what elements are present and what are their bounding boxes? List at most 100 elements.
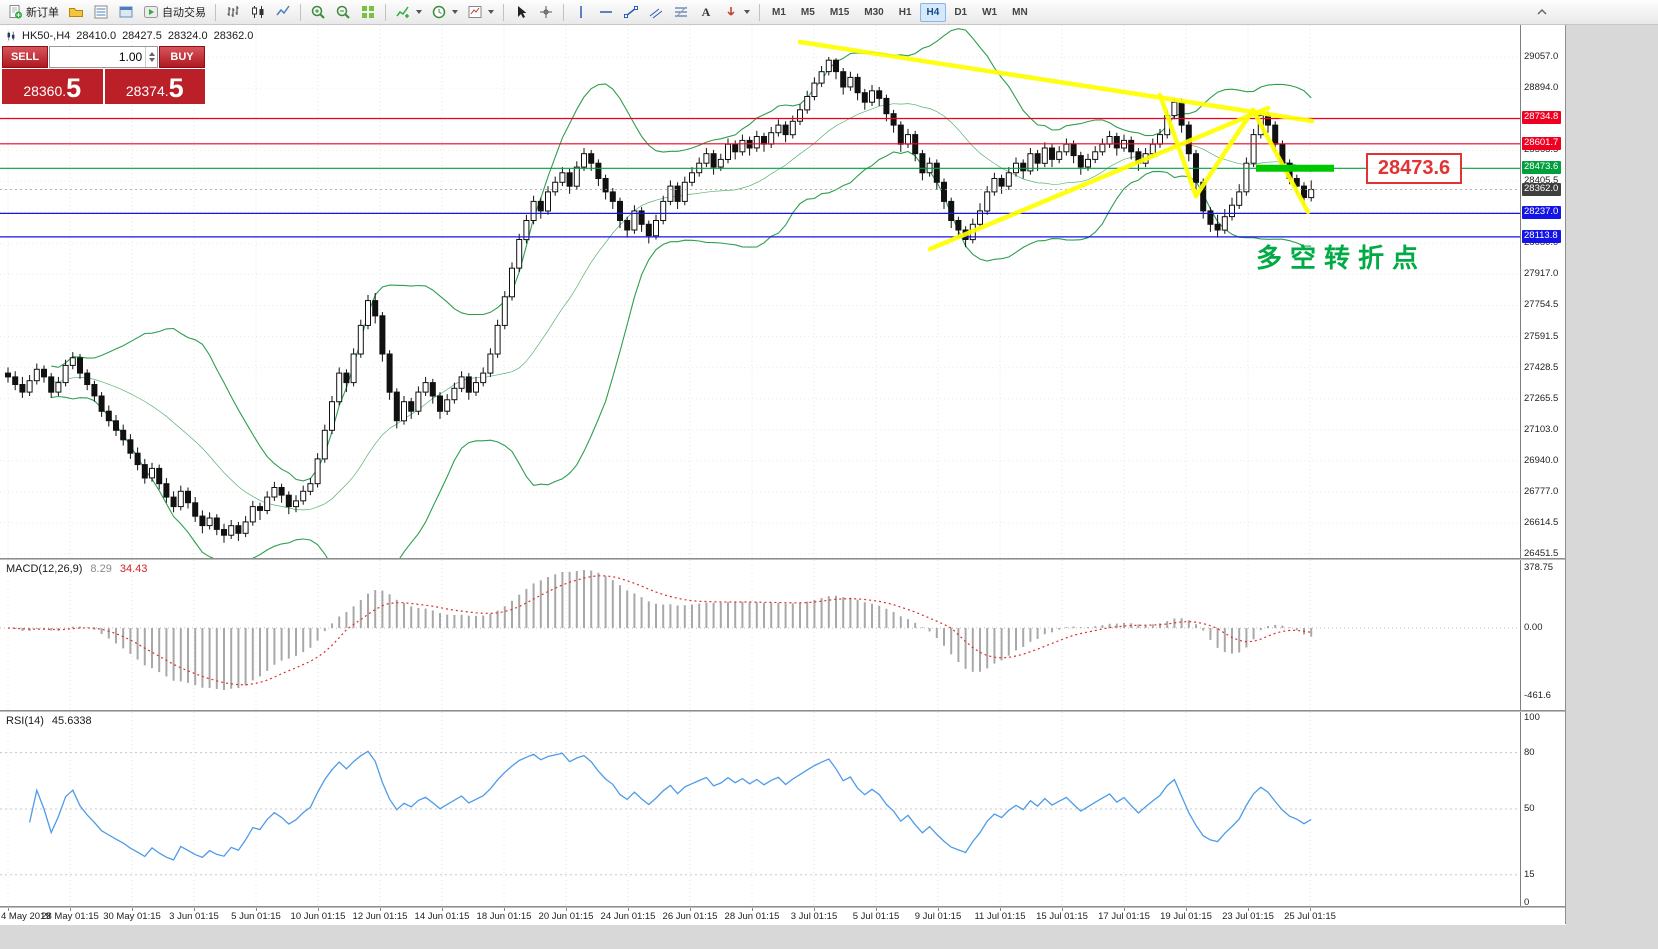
volume-up-icon[interactable] — [148, 52, 155, 56]
window-icon — [118, 4, 134, 20]
buy-button[interactable]: BUY — [159, 46, 205, 68]
yellow-trendline[interactable] — [797, 39, 1315, 124]
main-chart-canvas[interactable] — [0, 25, 1520, 558]
horizontal-line-button[interactable] — [594, 1, 618, 24]
volume-input[interactable] — [50, 47, 146, 67]
data-window-button[interactable] — [114, 1, 138, 24]
bar-chart-button[interactable] — [221, 1, 245, 24]
indicators-button[interactable] — [391, 1, 426, 24]
toolbar-separator — [215, 3, 216, 21]
rsi-value: 45.6338 — [51, 715, 92, 727]
tile-windows-button[interactable] — [356, 1, 380, 24]
yellow-trendline[interactable] — [1250, 107, 1311, 215]
time-tick — [938, 908, 939, 911]
timeframe-m15-button[interactable]: M15 — [829, 6, 850, 18]
arrows-button[interactable] — [719, 1, 754, 24]
cursor-button[interactable] — [509, 1, 533, 24]
price-axis-label: 28894.0 — [1524, 82, 1559, 94]
price-axis-label: 27591.5 — [1524, 330, 1559, 342]
panel-separator[interactable] — [0, 906, 1565, 908]
sell-price-big-digit: 5 — [66, 73, 82, 103]
timeframe-m5-button[interactable]: M5 — [800, 6, 815, 18]
time-axis-label: 4 May 2019 — [1, 911, 51, 922]
macd-canvas[interactable] — [0, 560, 1520, 710]
time-tick — [566, 908, 567, 911]
price-axis-label: 29057.0 — [1524, 51, 1559, 62]
volume-spin-buttons[interactable] — [145, 47, 157, 67]
panel-separator[interactable] — [0, 710, 1565, 712]
tline-icon — [623, 4, 639, 20]
timeframe-mn-button[interactable]: MN — [1012, 6, 1028, 18]
time-axis-label: 9 Jul 01:15 — [914, 911, 962, 922]
buy-price-big-digit: 5 — [168, 73, 184, 103]
buy-price[interactable]: 28374. 5 — [104, 69, 205, 104]
sell-price[interactable]: 28360. 5 — [2, 69, 103, 104]
price-axis[interactable]: 29057.028894.028731.528568.528405.528243… — [1520, 25, 1564, 559]
chevron-up-icon — [1534, 4, 1550, 20]
panel-separator[interactable] — [0, 558, 1565, 560]
time-axis-label: 17 Jul 01:15 — [1098, 911, 1150, 922]
timeframe-h4-button[interactable]: H4 — [919, 2, 947, 22]
yellow-trendline[interactable] — [1157, 92, 1199, 199]
sell-price-main: 28360. — [23, 83, 67, 99]
time-tick — [1248, 908, 1249, 911]
timeframe-w1-button[interactable]: W1 — [982, 6, 998, 18]
timeframe-m1-button[interactable]: M1 — [772, 6, 786, 18]
ohlc-close: 28362.0 — [213, 30, 254, 42]
templates-button[interactable] — [463, 1, 498, 24]
sell-button[interactable]: SELL — [2, 46, 48, 68]
timeframe-d1-button[interactable]: D1 — [954, 6, 968, 18]
time-tick — [814, 908, 815, 911]
toolbar-collapse-button[interactable] — [1530, 1, 1554, 24]
zoom-in-button[interactable] — [306, 1, 330, 24]
vertical-line-button[interactable] — [569, 1, 593, 24]
yellow-trendline[interactable] — [1193, 107, 1256, 199]
line-chart-button[interactable] — [271, 1, 295, 24]
market-watch-button[interactable] — [89, 1, 113, 24]
rsi-scale-label: 0 — [1524, 897, 1530, 908]
text-button[interactable]: A — [694, 1, 718, 24]
time-tick — [380, 908, 381, 911]
time-tick — [876, 908, 877, 911]
time-tick — [194, 908, 195, 911]
text-a-icon: A — [698, 4, 714, 20]
profiles-button[interactable] — [64, 1, 88, 24]
svg-text:A: A — [702, 5, 711, 19]
workspace-background — [1566, 25, 1658, 949]
crosshair-button[interactable] — [534, 1, 558, 24]
price-line-label: 28237.0 — [1522, 206, 1562, 220]
candlestick-chart-button[interactable] — [246, 1, 270, 24]
new-order-button[interactable]: 新订单 — [3, 1, 63, 24]
timeframe-h1-button[interactable]: H1 — [898, 6, 912, 18]
trendline-button[interactable] — [619, 1, 643, 24]
price-callout: 28473.6 — [1366, 153, 1462, 184]
zoom-out-button[interactable] — [331, 1, 355, 24]
rsi-name: RSI(14) — [6, 715, 44, 727]
volume-stepper[interactable] — [49, 46, 158, 68]
yellow-trendline[interactable] — [927, 105, 1271, 252]
doc-plus-icon — [7, 4, 23, 20]
time-axis-label: 12 Jun 01:15 — [352, 911, 408, 922]
price-axis-label: 26614.5 — [1524, 516, 1559, 528]
periods-button[interactable] — [427, 1, 462, 24]
price-line-label: 28601.7 — [1522, 136, 1562, 150]
timeframe-m30-button[interactable]: M30 — [864, 6, 884, 18]
time-axis[interactable]: 4 May 2019 28 May 01:15 30 May 01:15 3 Jun … — [0, 908, 1565, 924]
time-axis-label: 5 Jun 01:15 — [231, 911, 281, 922]
volume-down-icon[interactable] — [148, 58, 155, 62]
price-axis-label: 27428.5 — [1524, 361, 1559, 373]
chart-window[interactable]: 29057.028894.028731.528568.528405.528243… — [0, 25, 1566, 924]
ohlc-low: 28324.0 — [167, 30, 208, 42]
cursor-icon — [513, 4, 529, 20]
rsi-canvas[interactable] — [0, 712, 1520, 906]
grid-layer — [0, 25, 1520, 558]
equidistant-channel-button[interactable] — [644, 1, 668, 24]
macd-scale-label: -461.6 — [1524, 690, 1551, 701]
ohlc-open: 28410.0 — [76, 30, 117, 42]
macd-histogram — [14, 570, 1313, 690]
bars-icon — [225, 4, 241, 20]
autotrading-button[interactable]: 自动交易 — [139, 1, 210, 24]
macd-signal-value: 34.43 — [119, 563, 148, 575]
fibonacci-button[interactable] — [669, 1, 693, 24]
time-tick — [442, 908, 443, 911]
